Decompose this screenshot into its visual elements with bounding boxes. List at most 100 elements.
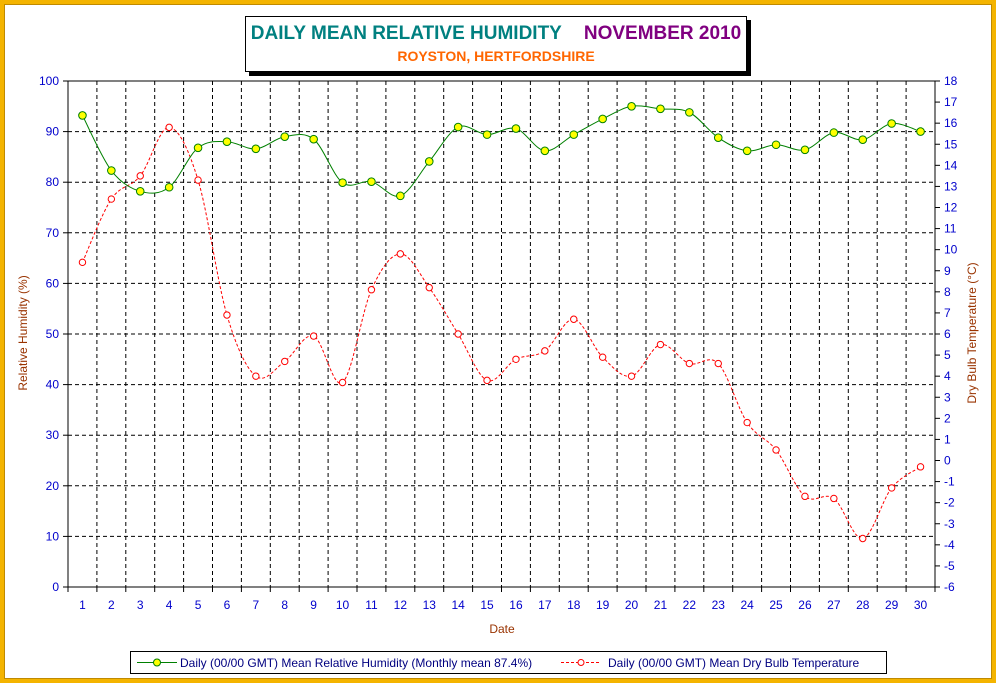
y-axis-label-left: Relative Humidity (%): [16, 275, 30, 390]
data-point-temperature: [107, 195, 116, 203]
x-tick-label: 5: [195, 598, 202, 612]
y-tick-label-right: -6: [944, 580, 955, 594]
y-tick-label-right: -3: [944, 517, 955, 531]
data-point-humidity: [78, 111, 87, 120]
y-tick-label-right: 9: [944, 264, 951, 278]
y-tick-label-left: 40: [46, 378, 60, 392]
data-point-temperature: [743, 418, 751, 427]
y-tick-label-right: 16: [944, 116, 958, 130]
y-tick-label-left: 100: [39, 74, 59, 88]
data-point-humidity: [540, 146, 550, 156]
x-tick-label: 13: [423, 598, 437, 612]
data-point-temperature: [78, 258, 87, 267]
legend-label-rh: Daily (00/00 GMT) Mean Relative Humidity…: [180, 656, 533, 670]
data-point-temperature: [165, 123, 173, 132]
x-tick-label: 29: [885, 598, 899, 612]
y-tick-label-right: 4: [944, 369, 951, 383]
y-tick-label-right: 12: [944, 201, 958, 215]
data-point-humidity: [598, 114, 607, 124]
data-point-temperature: [714, 359, 722, 368]
x-tick-label: 28: [856, 598, 870, 612]
data-point-temperature: [801, 492, 809, 501]
data-point-temperature: [830, 494, 838, 503]
series-layer: [78, 102, 925, 543]
data-point-temperature: [627, 372, 636, 380]
y-tick-label-right: 1: [944, 432, 951, 446]
y-tick-label-right: -4: [944, 538, 955, 552]
y-tick-label-left: 10: [46, 529, 60, 543]
legend-swatch-rh: [137, 658, 177, 667]
data-point-humidity: [135, 187, 145, 196]
data-point-humidity: [222, 137, 232, 147]
data-point-humidity: [887, 119, 896, 128]
data-point-humidity: [424, 157, 434, 166]
x-tick-label: 2: [108, 598, 115, 612]
data-point-humidity: [916, 127, 925, 136]
data-point-humidity: [107, 166, 116, 175]
legend-item-rh: Daily (00/00 GMT) Mean Relative Humidity…: [137, 652, 532, 673]
data-point-humidity: [713, 133, 723, 142]
x-tick-label: 1: [79, 598, 86, 612]
chart-period: NOVEMBER 2010: [583, 23, 742, 44]
data-point-humidity: [511, 124, 521, 133]
y-tick-label-right: 6: [944, 327, 951, 341]
x-tick-label: 11: [365, 598, 378, 612]
x-tick-label: 18: [567, 598, 581, 612]
x-tick-label: 17: [538, 598, 552, 612]
data-point-humidity: [829, 128, 839, 137]
legend: Daily (00/00 GMT) Mean Relative Humidity…: [130, 651, 887, 674]
x-tick-label: 22: [683, 598, 697, 612]
x-tick-label: 26: [798, 598, 812, 612]
data-point-temperature: [396, 250, 405, 258]
y-tick-label-right: 17: [944, 95, 958, 109]
x-tick-label: 12: [394, 598, 408, 612]
data-point-humidity: [656, 104, 665, 114]
x-tick-label: 7: [253, 598, 260, 612]
data-point-temperature: [252, 372, 260, 380]
data-point-humidity: [396, 191, 405, 201]
x-tick-label: 6: [224, 598, 231, 612]
data-point-humidity: [280, 132, 290, 141]
data-point-humidity: [164, 182, 174, 192]
x-tick-label: 16: [509, 598, 523, 612]
x-tick-label: 14: [451, 598, 465, 612]
y-axis-label-right: Dry Bulb Temperature (°C): [965, 262, 979, 403]
data-point-temperature: [887, 484, 896, 492]
y-tick-label-right: 8: [944, 285, 951, 299]
y-tick-label-right: 14: [944, 158, 958, 172]
y-tick-label-right: -2: [944, 496, 955, 510]
y-tick-label-right: 7: [944, 306, 951, 320]
x-tick-label: 21: [654, 598, 668, 612]
y-tick-label-left: 30: [46, 428, 60, 442]
y-tick-label-right: 13: [944, 179, 958, 193]
data-point-temperature: [281, 357, 289, 366]
x-tick-label: 27: [827, 598, 841, 612]
data-point-temperature: [598, 353, 607, 361]
x-tick-label: 3: [137, 598, 144, 612]
title-box: DAILY MEAN RELATIVE HUMIDITY NOVEMBER 201…: [245, 16, 747, 72]
x-tick-label: 9: [310, 598, 317, 612]
y-tick-label-right: -1: [944, 475, 955, 489]
data-point-humidity: [482, 130, 492, 139]
data-point-temperature: [916, 463, 925, 471]
data-point-humidity: [251, 144, 261, 154]
data-point-temperature: [425, 283, 433, 292]
data-point-temperature: [656, 340, 665, 349]
data-point-temperature: [194, 176, 202, 184]
title-line: DAILY MEAN RELATIVE HUMIDITY NOVEMBER 201…: [246, 23, 746, 45]
x-tick-label: 15: [480, 598, 494, 612]
data-point-humidity: [338, 178, 347, 188]
x-axis-label: Date: [489, 622, 515, 636]
y-tick-label-left: 90: [46, 125, 60, 139]
data-point-temperature: [512, 355, 520, 363]
y-tick-label-left: 0: [52, 580, 59, 594]
x-tick-label: 8: [281, 598, 288, 612]
chart-title: DAILY MEAN RELATIVE HUMIDITY: [250, 23, 562, 44]
data-point-humidity: [627, 102, 636, 111]
y-tick-label-right: 15: [944, 137, 958, 151]
axes: 0102030405060708090100-6-5-4-3-2-1012345…: [39, 74, 958, 612]
data-point-temperature: [772, 446, 780, 454]
data-point-humidity: [858, 135, 868, 144]
y-tick-label-right: 18: [944, 74, 958, 88]
x-tick-label: 23: [712, 598, 726, 612]
